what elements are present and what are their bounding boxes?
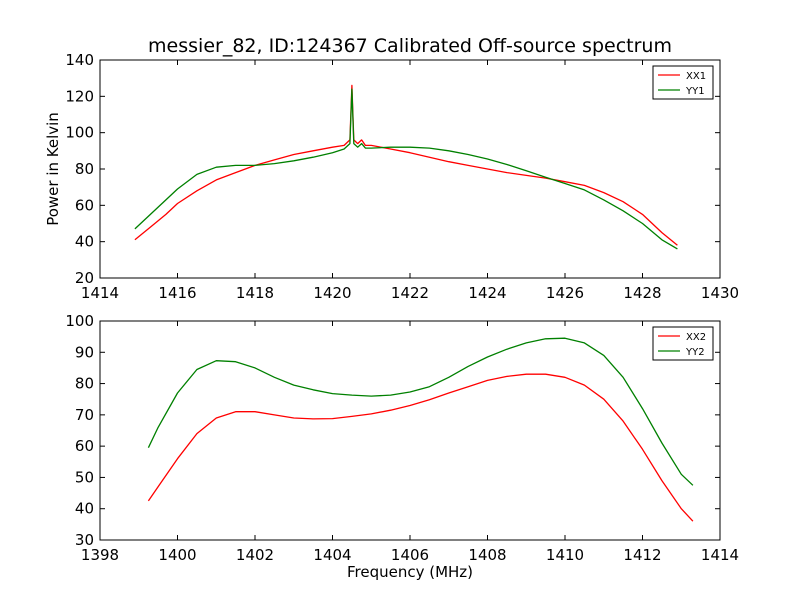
x-tick-label: 1414	[701, 546, 739, 564]
y-tick-label: 100	[65, 124, 94, 142]
x-tick-label: 1400	[158, 546, 196, 564]
y-tick-label: 80	[75, 375, 94, 393]
x-tick-label: 1430	[701, 284, 739, 302]
x-tick-label: 1420	[313, 284, 351, 302]
y-tick-label: 60	[75, 196, 94, 214]
x-tick-label: 1424	[468, 284, 506, 302]
y-tick-label: 40	[75, 500, 94, 518]
y-tick-label: 50	[75, 468, 94, 486]
y-tick-label: 90	[75, 343, 94, 361]
y-tick-label: 40	[75, 233, 94, 251]
x-tick-label: 1412	[623, 546, 661, 564]
legend-label-xx2: XX2	[686, 332, 706, 343]
y-tick-label: 140	[65, 51, 94, 69]
top-y-axis-label: Power in Kelvin	[44, 112, 62, 226]
top-series-group	[134, 84, 678, 250]
x-tick-label: 1406	[391, 546, 429, 564]
series-line-xx2	[147, 373, 694, 522]
x-tick-label: 1416	[158, 284, 196, 302]
y-tick-label: 120	[65, 87, 94, 105]
bottom-x-axis-label: Frequency (MHz)	[347, 563, 473, 581]
series-line-yy1	[134, 88, 678, 250]
y-tick-label: 30	[75, 531, 94, 549]
x-tick-label: 1414	[81, 284, 119, 302]
legend-label-xx1: XX1	[686, 71, 706, 82]
y-tick-label: 100	[65, 312, 94, 330]
legend-box	[652, 65, 714, 100]
series-line-yy2	[147, 337, 694, 486]
figure-title: messier_82, ID:124367 Calibrated Off-sou…	[148, 35, 672, 57]
y-tick-label: 80	[75, 160, 94, 178]
x-tick-label: 1428	[623, 284, 661, 302]
x-tick-label: 1402	[236, 546, 274, 564]
bottom-series-group	[147, 337, 694, 522]
series-line-xx1	[134, 84, 678, 246]
y-tick-label: 70	[75, 406, 94, 424]
y-tick-label: 20	[75, 269, 94, 287]
x-tick-label: 1408	[468, 546, 506, 564]
y-tick-label: 60	[75, 437, 94, 455]
legend-box	[652, 326, 714, 361]
x-tick-label: 1398	[81, 546, 119, 564]
legend-label-yy2: YY2	[685, 347, 705, 358]
x-tick-label: 1404	[313, 546, 351, 564]
x-tick-label: 1422	[391, 284, 429, 302]
x-tick-label: 1410	[546, 546, 584, 564]
x-tick-label: 1426	[546, 284, 584, 302]
x-tick-label: 1418	[236, 284, 274, 302]
bottom-subplot: 1398 1400 1402 1404 1406 1408 1410 1412 1414 30 40…	[65, 312, 739, 581]
top-subplot: 1414 1416 1418 1420 1422 1424 1426 1428 1430 20 40…	[44, 51, 739, 302]
legend-label-yy1: YY1	[685, 86, 705, 97]
